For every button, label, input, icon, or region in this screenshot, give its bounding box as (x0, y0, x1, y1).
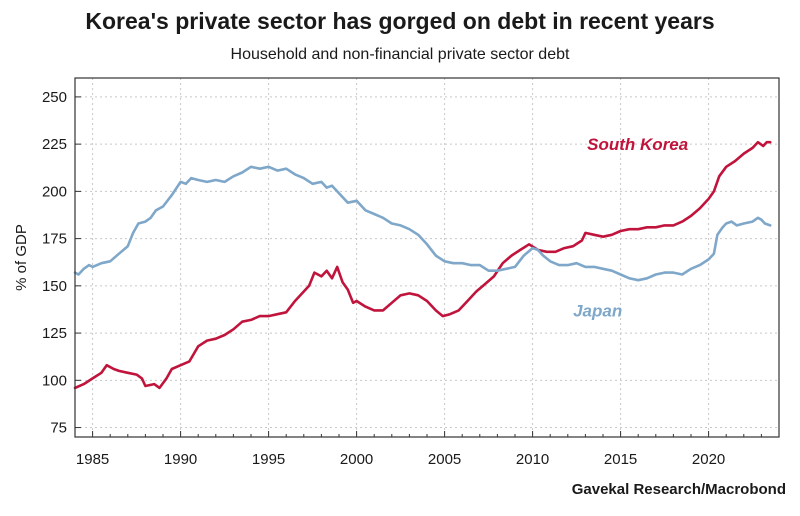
x-tick-label: 2010 (516, 451, 549, 468)
y-tick-label: 175 (42, 231, 67, 248)
x-tick-label: 1985 (76, 451, 109, 468)
axis-ticks: 75 100 125 150 175 200 225 250 1985 1990 1995 2000 2… (42, 89, 780, 468)
y-axis-title: % of GDP (13, 224, 30, 291)
source-credit: Gavekal Research/Macrobond (571, 481, 786, 498)
series-line-south-korea (73, 140, 772, 390)
y-tick-label: 200 (42, 183, 67, 200)
series-label-south-korea: South Korea (587, 135, 688, 154)
series-layer (73, 140, 772, 390)
x-tick-label: 1990 (164, 451, 197, 468)
y-tick-label: 100 (42, 372, 67, 389)
x-tick-label: 2020 (692, 451, 725, 468)
x-tick-label: 2005 (428, 451, 461, 468)
chart-subtitle: Household and non-financial private sect… (230, 46, 570, 63)
chart-title: Korea's private sector has gorged on deb… (85, 8, 715, 34)
y-tick-label: 125 (42, 325, 67, 342)
y-tick-label: 250 (42, 89, 67, 106)
x-tick-label: 2015 (604, 451, 637, 468)
y-tick-label: 225 (42, 136, 67, 153)
series-label-japan: Japan (573, 301, 622, 320)
grid-lines (75, 78, 779, 437)
series-line-japan (73, 165, 772, 282)
y-tick-label: 150 (42, 278, 67, 295)
x-tick-label: 1995 (252, 451, 285, 468)
series-labels: South Korea Japan (573, 135, 688, 320)
x-tick-label: 2000 (340, 451, 373, 468)
y-tick-label: 75 (50, 420, 67, 437)
